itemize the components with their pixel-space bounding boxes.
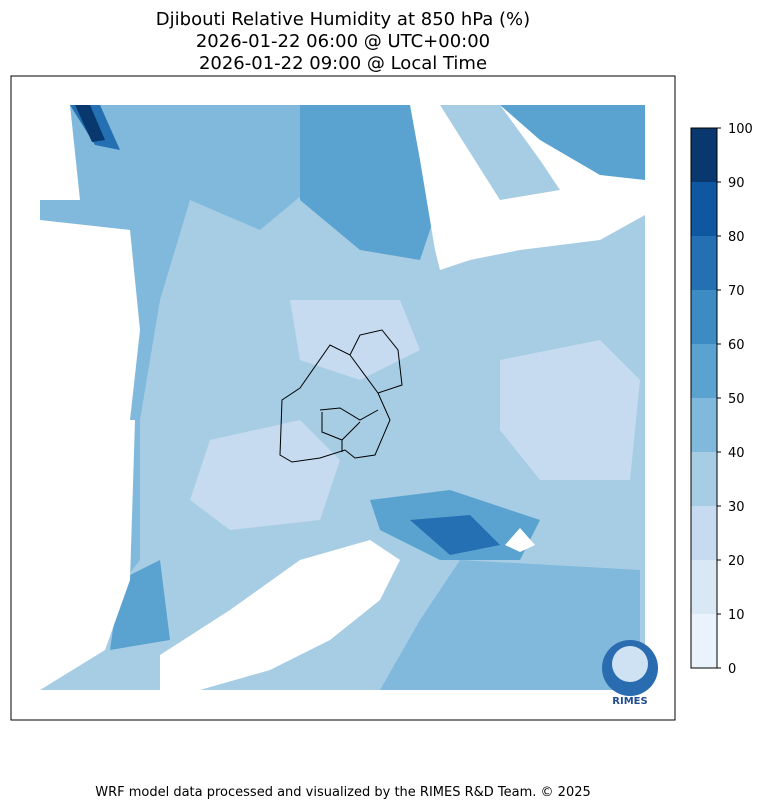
field-region	[380, 560, 640, 690]
title-line: 2026-01-22 06:00 @ UTC+00:00	[196, 31, 490, 52]
colorbar-bin	[691, 290, 717, 344]
colorbar-tick-label: 70	[728, 284, 745, 299]
region-borders	[319, 354, 379, 452]
field-region	[75, 105, 105, 142]
colorbar-bin	[691, 506, 717, 560]
no-data	[505, 528, 535, 552]
no-data	[160, 540, 400, 690]
colorbar-tick-label: 40	[728, 446, 745, 461]
title-line: Djibouti Relative Humidity at 850 hPa (%…	[156, 9, 530, 30]
map-frame	[10, 75, 676, 721]
colorbar-tick-label: 80	[728, 230, 745, 245]
field-region	[190, 420, 340, 530]
footer: WRF model data processed and visualized …	[95, 785, 591, 800]
colorbar-tick-label: 90	[728, 176, 745, 191]
colorbar-tick-label: 100	[728, 122, 753, 137]
colorbar-bin	[691, 344, 717, 398]
field-region	[290, 300, 420, 380]
no-data	[40, 105, 80, 200]
colorbar-tick-label: 20	[728, 554, 745, 569]
colorbar-bin	[691, 128, 717, 182]
country-borders	[279, 329, 403, 463]
colorbar-tick-label: 60	[728, 338, 745, 353]
field-region	[440, 105, 560, 200]
field-region	[300, 105, 440, 260]
field-region	[500, 105, 645, 180]
colorbar: 0 10 20 30 40 50 60 70 80 90 100	[690, 122, 753, 677]
no-data	[40, 220, 140, 420]
colorbar-tick-label: 10	[728, 608, 745, 623]
field-region	[410, 515, 500, 555]
colorbar-bin	[691, 398, 717, 452]
logo-inner	[612, 646, 648, 682]
colorbar-tick-label: 0	[728, 662, 736, 677]
colorbar-tick-label: 50	[728, 392, 745, 407]
logo-text: RIMES	[612, 696, 647, 707]
colorbar-bin	[691, 452, 717, 506]
colorbar-bin	[691, 560, 717, 614]
map-field: RIMES	[10, 75, 676, 721]
no-data	[40, 420, 135, 690]
title-line: 2026-01-22 09:00 @ Local Time	[199, 53, 487, 74]
country-outline	[279, 329, 403, 463]
colorbar-bin	[691, 236, 717, 290]
colorbar-bin	[691, 614, 717, 668]
colorbar-tick-label: 30	[728, 500, 745, 515]
field-region	[500, 340, 640, 480]
logo: RIMES	[602, 640, 658, 707]
colorbar-bin	[691, 182, 717, 236]
